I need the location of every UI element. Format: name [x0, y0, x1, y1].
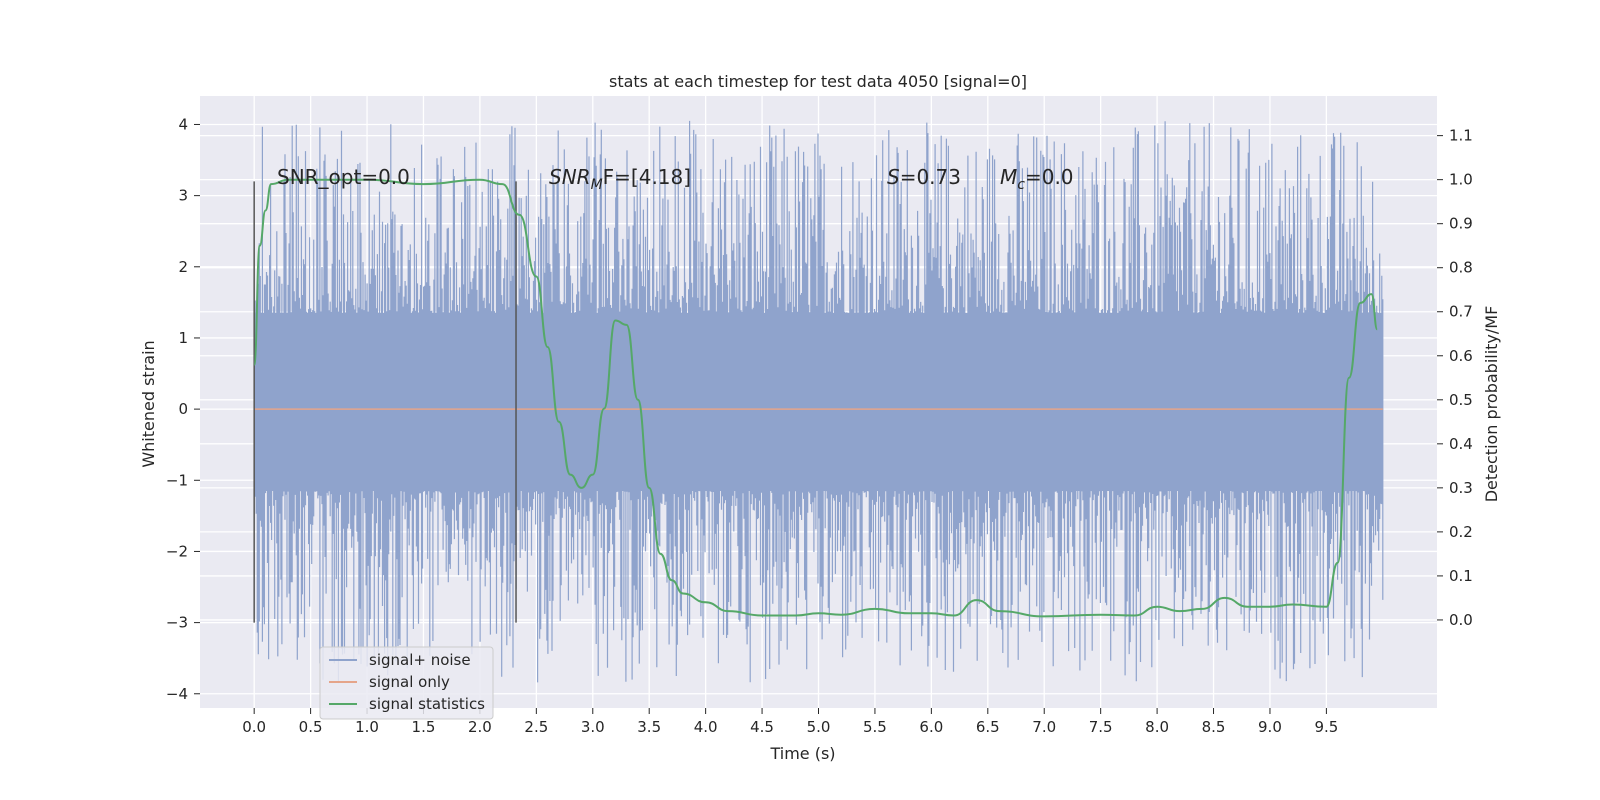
annotation-mc: Mc=0.0	[1000, 165, 1074, 193]
x-axis-ticks: 0.0 0.5 1.0 1.5 2.0 2.5 3.0 3.5 4.0 4.5 5.0 5.5 6.0 6…	[242, 708, 1338, 736]
s-prefix: S	[887, 165, 900, 189]
y-right-tick-label-8: 0.3	[1449, 479, 1473, 497]
legend-label-signal-noise: signal+ noise	[369, 651, 471, 669]
y-right-tick-label-5: 0.6	[1449, 347, 1473, 365]
snr-mf-prefix: SNR	[549, 165, 591, 189]
y-axis-right-ticks: 1.1 1.0 0.9 0.8 0.7 0.6 0.5 0.4 0.3 0.2 0.1 0.0	[1437, 127, 1473, 629]
legend-label-signal-statistics: signal statistics	[369, 695, 485, 713]
y-tick-label-4: 0	[178, 400, 188, 418]
mc-prefix: M	[1000, 165, 1017, 189]
mc-suffix: =0.0	[1025, 165, 1074, 189]
annotation-snr-mf: SNRMF=[4.18]	[549, 165, 691, 193]
x-tick-label-4: 2.0	[468, 718, 492, 736]
y-right-tick-label-4: 0.7	[1449, 303, 1473, 321]
x-tick-label-2: 1.0	[355, 718, 379, 736]
y-tick-label-6: −2	[166, 542, 188, 560]
x-tick-label-19: 9.5	[1314, 718, 1338, 736]
x-tick-label-16: 8.0	[1145, 718, 1169, 736]
y-right-tick-label-0: 1.1	[1449, 127, 1473, 145]
x-tick-label-13: 6.5	[976, 718, 1000, 736]
y-axis-ticks: 4 3 2 1 0 −1 −2 −3 −4	[166, 115, 200, 703]
chart-title: stats at each timestep for test data 405…	[609, 72, 1027, 91]
y-axis-right-label: Detection probability/MF	[1482, 306, 1501, 503]
x-tick-label-3: 1.5	[412, 718, 436, 736]
x-tick-label-10: 5.0	[807, 718, 831, 736]
x-tick-label-6: 3.0	[581, 718, 605, 736]
s-suffix: =0.73	[900, 165, 961, 189]
y-tick-label-5: −1	[166, 471, 188, 489]
y-tick-label-2: 2	[178, 258, 188, 276]
x-tick-label-7: 3.5	[637, 718, 661, 736]
y-tick-label-8: −4	[166, 685, 188, 703]
x-tick-label-17: 8.5	[1202, 718, 1226, 736]
annotation-s: S=0.73	[887, 165, 961, 189]
x-tick-label-5: 2.5	[524, 718, 548, 736]
x-tick-label-18: 9.0	[1258, 718, 1282, 736]
snr-mf-suffix: F=[4.18]	[603, 165, 691, 189]
signal-noise-series	[253, 120, 1384, 684]
y-right-tick-label-1: 1.0	[1449, 171, 1473, 189]
y-tick-label-7: −3	[166, 614, 188, 632]
x-tick-label-14: 7.0	[1032, 718, 1056, 736]
y-right-tick-label-10: 0.1	[1449, 567, 1473, 585]
y-right-tick-label-11: 0.0	[1449, 611, 1473, 629]
x-tick-label-15: 7.5	[1089, 718, 1113, 736]
legend-box	[319, 646, 494, 720]
y-right-tick-label-2: 0.9	[1449, 215, 1473, 233]
legend-label-signal-only: signal only	[369, 673, 450, 691]
y-tick-label-0: 4	[178, 115, 188, 133]
y-tick-label-1: 3	[178, 187, 188, 205]
x-tick-label-11: 5.5	[863, 718, 887, 736]
x-tick-label-1: 0.5	[299, 718, 323, 736]
y-right-tick-label-3: 0.8	[1449, 259, 1473, 277]
x-tick-label-8: 4.0	[694, 718, 718, 736]
signal-statistics-series	[253, 178, 1379, 618]
y-right-tick-label-6: 0.5	[1449, 391, 1473, 409]
mc-subscript: c	[1017, 177, 1025, 193]
x-tick-label-0: 0.0	[242, 718, 266, 736]
x-tick-label-12: 6.0	[919, 718, 943, 736]
annotation-snr-opt: SNR_opt=0.0	[277, 165, 410, 189]
x-tick-label-9: 4.5	[750, 718, 774, 736]
vertical-markers	[253, 181, 517, 623]
y-axis-label: Whitened strain	[139, 340, 158, 467]
y-right-tick-label-7: 0.4	[1449, 435, 1473, 453]
y-right-tick-label-9: 0.2	[1449, 523, 1473, 541]
legend: signal+ noise signal only signal statist…	[319, 646, 494, 720]
x-axis-label: Time (s)	[769, 744, 835, 763]
y-tick-label-3: 1	[178, 329, 188, 347]
snr-mf-subscript: M	[591, 177, 603, 193]
